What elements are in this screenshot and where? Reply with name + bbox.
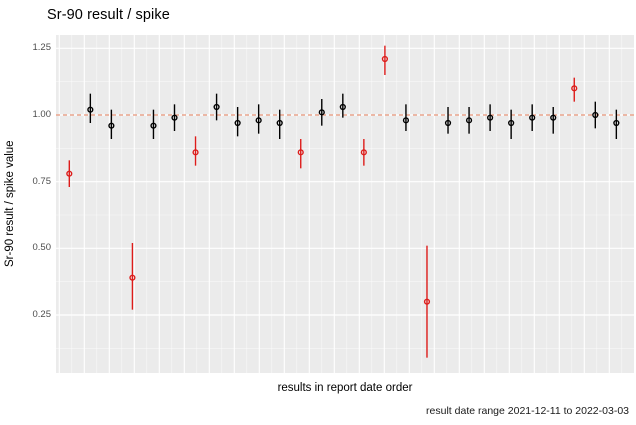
x-axis-title: results in report date order [277, 382, 413, 394]
y-tick-label: 0.25 [32, 309, 52, 320]
y-tick-label: 0.75 [32, 175, 52, 187]
data-point-marker [234, 119, 241, 127]
data-point-marker [465, 117, 473, 124]
data-point-marker [550, 114, 557, 121]
data-point-marker [87, 106, 94, 113]
data-point-marker [129, 274, 136, 281]
data-point-marker [192, 149, 199, 156]
data-point-marker [487, 114, 494, 121]
y-tick-label: 0.50 [32, 242, 52, 254]
chart-caption: result date range 2021-12-11 to 2022-03-… [426, 405, 629, 417]
data-point-marker [360, 149, 367, 156]
y-tick-label: 1.00 [32, 109, 52, 120]
data-point-marker [529, 114, 536, 121]
data-point-marker [571, 85, 578, 92]
data-point-marker [150, 122, 157, 129]
data-point-marker [402, 117, 410, 124]
data-point-marker [339, 103, 346, 111]
data-point-marker [297, 149, 304, 156]
data-point-marker [444, 119, 452, 127]
data-point-marker [66, 170, 73, 177]
data-point-marker [613, 119, 620, 127]
data-point-marker [213, 103, 220, 111]
data-point-marker [508, 119, 515, 127]
data-point-marker [171, 114, 178, 121]
plot-panel [56, 35, 634, 373]
y-tick-label: 1.25 [32, 42, 52, 54]
data-point-marker [423, 298, 431, 305]
data-point-marker [381, 55, 389, 63]
data-point-marker [255, 117, 262, 124]
chart-title: Sr-90 result / spike [47, 7, 170, 23]
data-point-marker [276, 119, 283, 127]
data-point-marker [592, 111, 599, 119]
data-point-marker [318, 109, 325, 116]
data-point-marker [108, 122, 115, 129]
